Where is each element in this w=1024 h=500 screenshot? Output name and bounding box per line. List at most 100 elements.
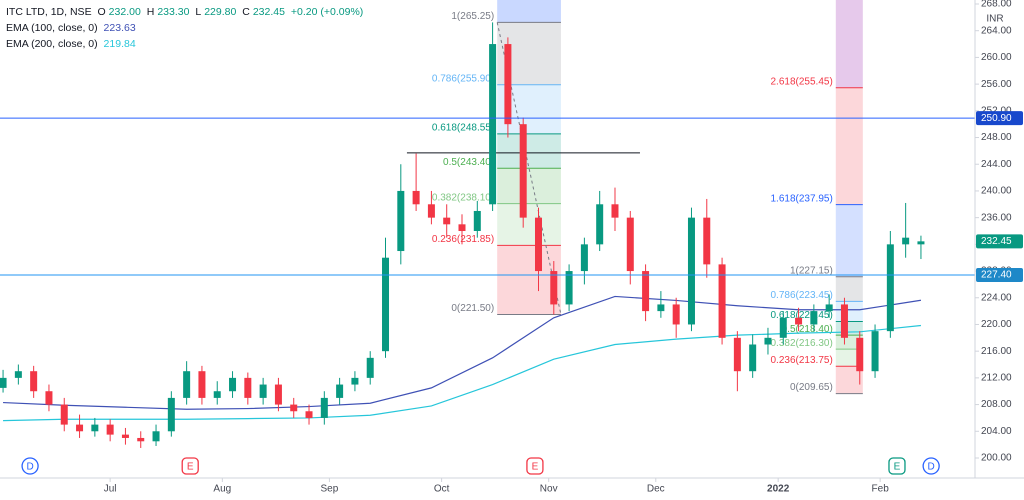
candle-body bbox=[886, 244, 894, 332]
legend-value: 223.63 bbox=[103, 22, 136, 34]
candle-body bbox=[795, 317, 803, 325]
fib-zone bbox=[835, 204, 863, 277]
candle-body bbox=[764, 337, 772, 345]
fib-label: 1(265.25) bbox=[451, 11, 494, 22]
legend-value: 219.84 bbox=[103, 38, 136, 50]
fib-label: 0(221.50) bbox=[451, 303, 494, 314]
event-marker bbox=[922, 457, 940, 475]
price-tag bbox=[976, 268, 1023, 283]
legend: ITC LTD, 1D, NSE O 232.00 H 233.30 L 229.80… bbox=[6, 4, 366, 52]
fib-zone bbox=[835, 0, 863, 88]
y-tick-label: 212.00 bbox=[981, 373, 1012, 384]
candle-body bbox=[473, 210, 481, 231]
change: +0.20 (+0.09%) bbox=[290, 6, 364, 18]
candle-body bbox=[718, 264, 726, 338]
symbol: ITC LTD, 1D, NSE bbox=[6, 6, 92, 18]
fib-label: 0.236(231.85) bbox=[432, 234, 494, 245]
y-tick-label: 240.00 bbox=[981, 186, 1012, 197]
y-axis-bg bbox=[975, 0, 1024, 500]
candle-body bbox=[657, 304, 665, 312]
candle-body bbox=[14, 371, 22, 378]
candle-body bbox=[427, 204, 435, 218]
candle-body bbox=[565, 271, 573, 305]
y-tick-label: 208.00 bbox=[981, 399, 1012, 410]
ohlc-key: L bbox=[195, 6, 202, 18]
fib-label: 0.618(220.45) bbox=[771, 310, 833, 321]
candle-body bbox=[229, 377, 237, 392]
event-label: D bbox=[26, 462, 33, 473]
candle-body bbox=[550, 271, 558, 305]
candle-body bbox=[687, 217, 695, 325]
ohlc-value: 232.45 bbox=[252, 6, 285, 18]
x-tick-label: Dec bbox=[647, 484, 665, 495]
legend-entry: EMA (100, close, 0) bbox=[6, 22, 98, 34]
x-tick-label: Aug bbox=[213, 484, 231, 495]
y-tick-label: 256.00 bbox=[981, 79, 1012, 90]
y-tick-label: 216.00 bbox=[981, 346, 1012, 357]
fib-label: 0.382(238.10) bbox=[432, 192, 494, 203]
candle-body bbox=[580, 244, 588, 272]
ohlc-value: 232.00 bbox=[108, 6, 141, 18]
fib-zone bbox=[835, 301, 863, 322]
event-label: E bbox=[532, 462, 539, 473]
event-marker bbox=[181, 457, 199, 475]
candle-body bbox=[810, 311, 818, 325]
candle-body bbox=[167, 397, 175, 432]
x-tick-label: Nov bbox=[540, 484, 558, 495]
fib-zone bbox=[835, 349, 863, 367]
candle-body bbox=[519, 124, 527, 218]
candle-body bbox=[443, 217, 451, 225]
candle-body bbox=[672, 304, 680, 325]
y-tick-label: 236.00 bbox=[981, 212, 1012, 223]
fib-label: 0.5(218.40) bbox=[782, 324, 833, 335]
candle-body bbox=[840, 304, 848, 338]
x-tick-label: Feb bbox=[872, 484, 890, 495]
fib-zone bbox=[497, 203, 561, 246]
candle-body bbox=[382, 257, 390, 352]
candle-body bbox=[244, 377, 252, 398]
ohlc-key: O bbox=[97, 6, 106, 18]
price-tag-label: 232.45 bbox=[981, 236, 1012, 247]
fib-zone bbox=[835, 335, 863, 350]
price-tag-label: 227.40 bbox=[981, 270, 1012, 281]
candle-body bbox=[703, 217, 711, 265]
candle-body bbox=[596, 204, 604, 245]
candle-body bbox=[121, 434, 129, 438]
y-tick-label: 244.00 bbox=[981, 159, 1012, 170]
candle-body bbox=[290, 404, 298, 412]
event-label: E bbox=[894, 462, 901, 473]
candle-body bbox=[213, 391, 221, 398]
event-marker bbox=[526, 457, 544, 475]
candle-body bbox=[198, 371, 206, 398]
candle-body bbox=[779, 317, 787, 338]
candle-body bbox=[137, 437, 145, 442]
candle-body bbox=[183, 371, 191, 398]
plot-area: 1(265.25) 0.786(255.90) 0.618(248.55) 0.5(2… bbox=[0, 0, 925, 448]
candle-body bbox=[30, 371, 38, 392]
event-marker bbox=[21, 457, 39, 475]
ohlc-key: H bbox=[146, 6, 155, 18]
candle-body bbox=[45, 391, 53, 405]
candle-body bbox=[76, 424, 84, 432]
candle-body bbox=[412, 190, 420, 205]
candle-body bbox=[733, 337, 741, 372]
event-label: D bbox=[928, 462, 935, 473]
fib-label: 0.236(213.75) bbox=[771, 355, 833, 366]
candle-body bbox=[489, 44, 497, 205]
candle-body bbox=[825, 304, 833, 312]
candle-body bbox=[320, 397, 328, 418]
legend-entry: EMA (200, close, 0) bbox=[6, 38, 98, 50]
fib-zone bbox=[497, 0, 561, 23]
candle-body bbox=[351, 377, 359, 385]
y-tick-label: 260.00 bbox=[981, 52, 1012, 63]
candle-body bbox=[611, 204, 619, 218]
event-label: E bbox=[187, 462, 194, 473]
candle-body bbox=[917, 241, 925, 245]
fib-label: 1.618(237.95) bbox=[771, 193, 833, 204]
ema-line bbox=[3, 295, 922, 410]
candle-body bbox=[504, 44, 512, 125]
x-tick-label: Jul bbox=[104, 484, 117, 495]
candle-body bbox=[152, 431, 160, 442]
